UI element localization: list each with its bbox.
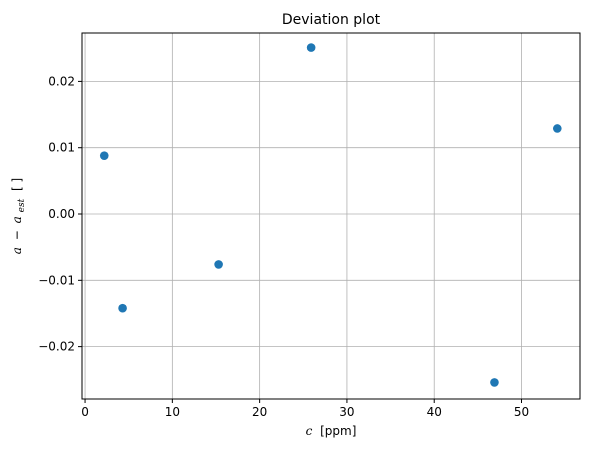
y-tick-label: 0.00 [48,207,75,221]
x-tick-label: 20 [252,405,267,419]
data-point [490,378,499,387]
y-axis-unit: [ ] [10,178,24,191]
x-axis-label: c [ppm] [306,424,357,438]
axes-frame [81,32,581,400]
data-point [118,303,127,313]
x-tick-label: 0 [81,405,89,419]
grid [82,33,580,399]
ticks: 0 10 20 30 40 50 −0.02 −0.01 0.00 0.01 0.02 [38,74,529,419]
y-axis-estimate-variable: a [10,216,24,223]
y-axis-estimate-subscript: est [17,198,27,212]
x-axis-variable: c [306,424,313,438]
y-axis-variable: a [10,247,24,254]
data-points [99,43,562,387]
chart-title: Deviation plot [282,12,381,28]
y-axis-label: a − a est [ ] [10,178,27,254]
x-tick-label: 30 [339,405,354,419]
x-tick-label: 10 [165,405,180,419]
x-axis-unit: [ppm] [320,424,356,438]
y-tick-label: −0.02 [38,340,75,354]
y-tick-label: 0.01 [48,141,75,155]
data-point [553,124,562,133]
y-tick-label: −0.01 [38,273,75,287]
x-tick-label: 40 [427,405,442,419]
x-tick-label: 50 [514,405,529,419]
y-tick-label: 0.02 [48,74,75,88]
data-point [306,43,316,52]
data-point [99,151,109,160]
y-axis-minus: − [10,230,24,240]
data-point [214,260,223,269]
